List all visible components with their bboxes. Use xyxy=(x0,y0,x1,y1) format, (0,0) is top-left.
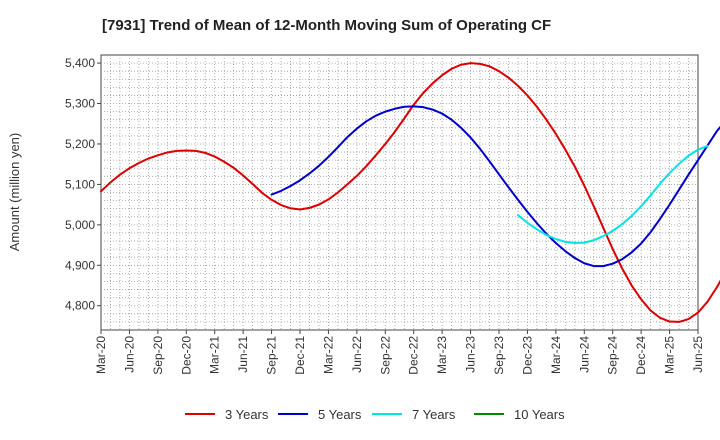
x-tick-label: Mar-22 xyxy=(321,336,335,374)
x-tick-label: Dec-21 xyxy=(293,336,307,375)
y-tick-label: 5,300 xyxy=(65,97,95,111)
y-tick-label: 5,400 xyxy=(65,56,95,70)
x-tick-label: Mar-23 xyxy=(435,336,449,374)
x-tick-label: Dec-23 xyxy=(520,336,534,375)
series-line xyxy=(270,105,720,268)
x-tick-label: Dec-24 xyxy=(634,336,648,375)
x-tick-label: Sep-20 xyxy=(151,336,165,375)
x-tick-label: Mar-24 xyxy=(549,336,563,374)
x-tick-label: Jun-24 xyxy=(577,336,591,373)
legend: 3 Years 5 Years 7 Years 10 Years xyxy=(185,407,565,422)
plot-area: 4,800 4,900 5,000 5,100 5,200 5,300 5,400 Mar-2… xyxy=(65,54,720,375)
legend-label: 7 Years xyxy=(412,407,456,422)
y-tick-label: 4,800 xyxy=(65,299,95,313)
legend-label: 3 Years xyxy=(225,407,269,422)
legend-label: 10 Years xyxy=(514,407,565,422)
x-tick-label: Mar-25 xyxy=(663,336,677,374)
y-tick-label: 5,000 xyxy=(65,218,95,232)
y-tick-label: 5,200 xyxy=(65,137,95,151)
legend-label: 5 Years xyxy=(318,407,362,422)
x-tick-label: Mar-20 xyxy=(94,336,108,374)
series-line xyxy=(100,62,720,323)
x-tick-label: Mar-21 xyxy=(208,336,222,374)
x-tick-label: Dec-22 xyxy=(407,336,421,375)
chart-title: [7931] Trend of Mean of 12-Month Moving … xyxy=(102,17,551,34)
x-tick-label: Sep-24 xyxy=(606,336,620,375)
x-tick-label: Dec-20 xyxy=(179,336,193,375)
x-tick-label: Jun-21 xyxy=(236,336,250,373)
y-tick-label: 4,900 xyxy=(65,258,95,272)
y-axis-label: Amount (million yen) xyxy=(7,133,22,252)
y-tick-label: 5,100 xyxy=(65,177,95,191)
x-tick-label: Jun-20 xyxy=(122,336,136,373)
x-tick-label: Jun-22 xyxy=(350,336,364,373)
x-tick-label: Jun-23 xyxy=(464,336,478,373)
x-tick-label: Sep-22 xyxy=(378,336,392,375)
x-tick-label: Sep-21 xyxy=(265,336,279,375)
series-line xyxy=(516,144,709,245)
x-tick-label: Sep-23 xyxy=(492,336,506,375)
x-tick-label: Jun-25 xyxy=(691,336,705,373)
